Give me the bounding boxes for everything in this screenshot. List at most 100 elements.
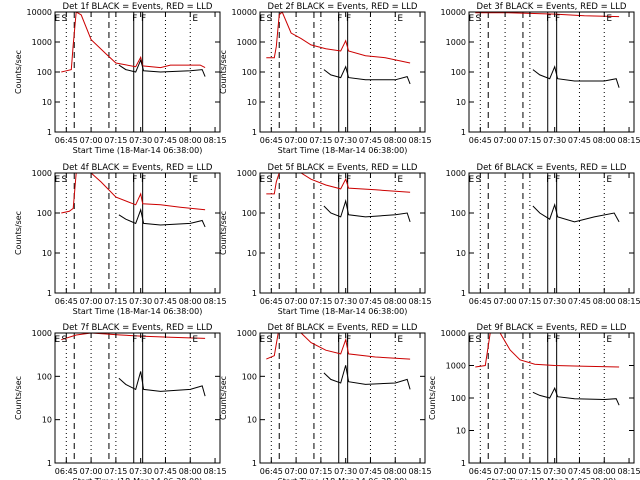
events-series-line xyxy=(532,203,620,223)
plot-frame xyxy=(54,11,221,133)
plot-frame xyxy=(54,172,221,294)
event-marker-label: F xyxy=(141,335,146,345)
plot-frame xyxy=(259,11,426,133)
event-marker-label: F xyxy=(141,14,146,24)
event-marker-label: F xyxy=(337,335,342,345)
event-marker-label: F xyxy=(346,14,351,24)
x-tick-label: 07:30 xyxy=(334,136,357,145)
events-series-line xyxy=(118,371,206,397)
x-tick-label: 06:45 xyxy=(469,297,492,306)
y-tick-label: 100 xyxy=(451,68,466,77)
x-axis-label: Start Time (18-Mar-14 06:38:00) xyxy=(73,307,203,316)
panel-title: Det 6f BLACK = Events, RED = LLD xyxy=(477,163,627,173)
panel-title: Det 4f BLACK = Events, RED = LLD xyxy=(63,163,213,173)
y-tick-label: 1 xyxy=(47,128,52,137)
event-marker-label: E xyxy=(397,175,403,185)
y-tick-label: 10 xyxy=(456,98,466,107)
y-tick-label: 10000 xyxy=(441,8,466,17)
panel-title: Det 7f BLACK = Events, RED = LLD xyxy=(63,323,213,333)
x-tick-label: 07:45 xyxy=(568,297,591,306)
events-series-line xyxy=(323,365,411,390)
event-marker-label: F xyxy=(141,175,146,185)
lld-series-line xyxy=(266,173,411,195)
plot-frame xyxy=(259,332,426,464)
y-tick-label: 1000 xyxy=(446,362,466,371)
y-tick-label: 1 xyxy=(252,128,257,137)
plot-frame xyxy=(468,332,635,464)
y-tick-label: 100 xyxy=(242,372,257,381)
x-tick-label: 08:00 xyxy=(179,297,202,306)
x-tick-label: 07:00 xyxy=(285,467,308,476)
x-tick-label: 07:00 xyxy=(80,136,103,145)
x-tick-label: 06:45 xyxy=(260,467,283,476)
event-marker-label: F xyxy=(132,335,137,345)
y-axis-label: Counts/sec xyxy=(14,376,23,420)
y-tick-label: 100 xyxy=(37,209,52,218)
x-tick-label: 08:00 xyxy=(593,297,616,306)
x-tick-label: 07:30 xyxy=(543,297,566,306)
panel-title: Det 2f BLACK = Events, RED = LLD xyxy=(268,2,418,12)
y-axis-label: Counts/sec xyxy=(428,376,437,420)
event-marker-label: E xyxy=(260,175,266,185)
events-series-line xyxy=(323,65,411,85)
x-tick-label: 07:30 xyxy=(543,467,566,476)
event-marker-label: E xyxy=(55,335,61,345)
x-tick-label: 08:00 xyxy=(593,136,616,145)
y-tick-label: 1000 xyxy=(237,329,257,338)
x-tick-label: 08:15 xyxy=(618,297,640,306)
events-series-line xyxy=(118,208,206,228)
y-tick-label: 10 xyxy=(456,249,466,258)
lld-series-line xyxy=(61,173,206,214)
y-tick-label: 1000 xyxy=(32,38,52,47)
y-tick-label: 100 xyxy=(37,68,52,77)
x-tick-label: 07:00 xyxy=(285,297,308,306)
y-tick-label: 1000 xyxy=(446,169,466,178)
plot-frame xyxy=(259,172,426,294)
x-tick-label: 07:15 xyxy=(309,467,332,476)
y-tick-label: 10000 xyxy=(232,8,257,17)
x-tick-label: 06:45 xyxy=(469,467,492,476)
y-tick-label: 1 xyxy=(252,289,257,298)
event-marker-label: F xyxy=(546,335,551,345)
x-tick-label: 07:00 xyxy=(80,467,103,476)
x-axis-label: Start Time (18-Mar-14 06:38:00) xyxy=(278,477,408,480)
x-tick-label: 07:30 xyxy=(334,467,357,476)
x-axis-label: Start Time (18-Mar-14 06:38:00) xyxy=(73,146,203,155)
x-tick-label: 08:15 xyxy=(409,136,432,145)
event-marker-label: F xyxy=(546,175,551,185)
event-marker-label: E xyxy=(397,14,403,24)
x-tick-label: 08:15 xyxy=(409,467,432,476)
x-tick-label: 06:45 xyxy=(260,136,283,145)
y-tick-label: 1 xyxy=(461,128,466,137)
panel-title: Det 8f BLACK = Events, RED = LLD xyxy=(268,323,418,333)
lld-series-line xyxy=(266,333,411,360)
y-tick-label: 1000 xyxy=(237,38,257,47)
y-tick-label: 100 xyxy=(242,68,257,77)
x-tick-label: 08:00 xyxy=(384,467,407,476)
event-marker-label: E xyxy=(55,14,61,24)
panel-title: Det 5f BLACK = Events, RED = LLD xyxy=(268,163,418,173)
panel-title: Det 1f BLACK = Events, RED = LLD xyxy=(63,2,213,12)
y-tick-label: 1 xyxy=(461,289,466,298)
x-tick-label: 08:00 xyxy=(179,136,202,145)
event-marker-label: S xyxy=(475,175,481,185)
event-marker-label: F xyxy=(337,14,342,24)
x-tick-label: 08:15 xyxy=(409,297,432,306)
y-tick-label: 1000 xyxy=(446,38,466,47)
x-tick-label: 07:45 xyxy=(154,297,177,306)
x-tick-label: 07:00 xyxy=(80,297,103,306)
y-tick-label: 10 xyxy=(247,416,257,425)
x-tick-label: 07:15 xyxy=(309,297,332,306)
x-tick-label: 06:45 xyxy=(55,297,78,306)
panel-title: Det 3f BLACK = Events, RED = LLD xyxy=(477,2,627,12)
y-tick-label: 100 xyxy=(451,209,466,218)
x-tick-label: 08:15 xyxy=(618,136,640,145)
x-tick-label: 08:00 xyxy=(179,467,202,476)
x-tick-label: 07:30 xyxy=(129,297,152,306)
x-tick-label: 07:15 xyxy=(104,136,127,145)
